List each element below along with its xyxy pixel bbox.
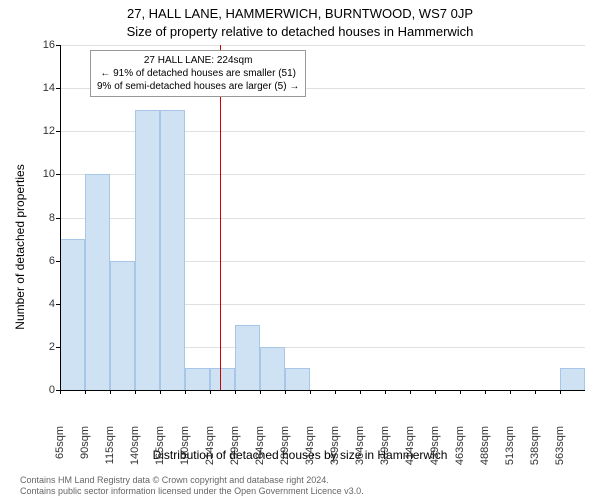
y-axis (60, 45, 61, 390)
x-tick-label: 239sqm (229, 426, 241, 476)
x-tick-label: 65sqm (54, 426, 66, 476)
x-tick-label: 364sqm (354, 426, 366, 476)
x-tick-label: 538sqm (529, 426, 541, 476)
x-tick-label: 463sqm (454, 426, 466, 476)
x-tick-label: 165sqm (154, 426, 166, 476)
info-box-line: 9% of semi-detached houses are larger (5… (97, 80, 299, 93)
x-tick-label: 439sqm (429, 426, 441, 476)
y-tick-label: 12 (15, 125, 55, 137)
x-tick-label: 414sqm (404, 426, 416, 476)
x-tick-label: 115sqm (104, 426, 116, 476)
histogram-bar (210, 368, 235, 390)
x-tick-label: 190sqm (179, 426, 191, 476)
info-box-line: 27 HALL LANE: 224sqm (97, 54, 299, 67)
y-tick-label: 6 (15, 255, 55, 267)
histogram-bar (110, 261, 135, 390)
histogram-bar (135, 110, 160, 390)
x-tick-label: 389sqm (379, 426, 391, 476)
histogram-bar (85, 174, 110, 390)
x-tick-label: 140sqm (129, 426, 141, 476)
x-tick-label: 289sqm (279, 426, 291, 476)
x-axis (60, 390, 585, 391)
histogram-bar (160, 110, 185, 390)
chart-subtitle: Size of property relative to detached ho… (0, 24, 600, 39)
x-tick-label: 90sqm (79, 426, 91, 476)
y-tick-label: 10 (15, 168, 55, 180)
histogram-bar (260, 347, 285, 390)
attribution-text: Contains HM Land Registry data © Crown c… (20, 475, 364, 498)
plot-area: 024681012141665sqm90sqm115sqm140sqm165sq… (60, 45, 585, 390)
chart-title: 27, HALL LANE, HAMMERWICH, BURNTWOOD, WS… (0, 6, 600, 21)
gridline (60, 45, 585, 46)
chart-container: 27, HALL LANE, HAMMERWICH, BURNTWOOD, WS… (0, 0, 600, 500)
histogram-bar (560, 368, 585, 390)
x-tick-label: 513sqm (504, 426, 516, 476)
x-tick-label: 339sqm (329, 426, 341, 476)
x-tick-label: 563sqm (554, 426, 566, 476)
info-box-line: ← 91% of detached houses are smaller (51… (97, 67, 299, 80)
x-tick-label: 314sqm (304, 426, 316, 476)
attribution-line2: Contains public sector information licen… (20, 486, 364, 497)
histogram-bar (185, 368, 210, 390)
y-tick-label: 0 (15, 384, 55, 396)
x-tick-label: 214sqm (204, 426, 216, 476)
x-tick-label: 264sqm (254, 426, 266, 476)
x-tick-label: 488sqm (479, 426, 491, 476)
y-tick-label: 2 (15, 341, 55, 353)
histogram-bar (60, 239, 85, 390)
y-tick-label: 8 (15, 212, 55, 224)
y-tick-label: 16 (15, 39, 55, 51)
y-tick-label: 14 (15, 82, 55, 94)
histogram-bar (235, 325, 260, 390)
histogram-bar (285, 368, 310, 390)
y-tick-label: 4 (15, 298, 55, 310)
info-box: 27 HALL LANE: 224sqm← 91% of detached ho… (90, 50, 306, 97)
attribution-line1: Contains HM Land Registry data © Crown c… (20, 475, 364, 486)
